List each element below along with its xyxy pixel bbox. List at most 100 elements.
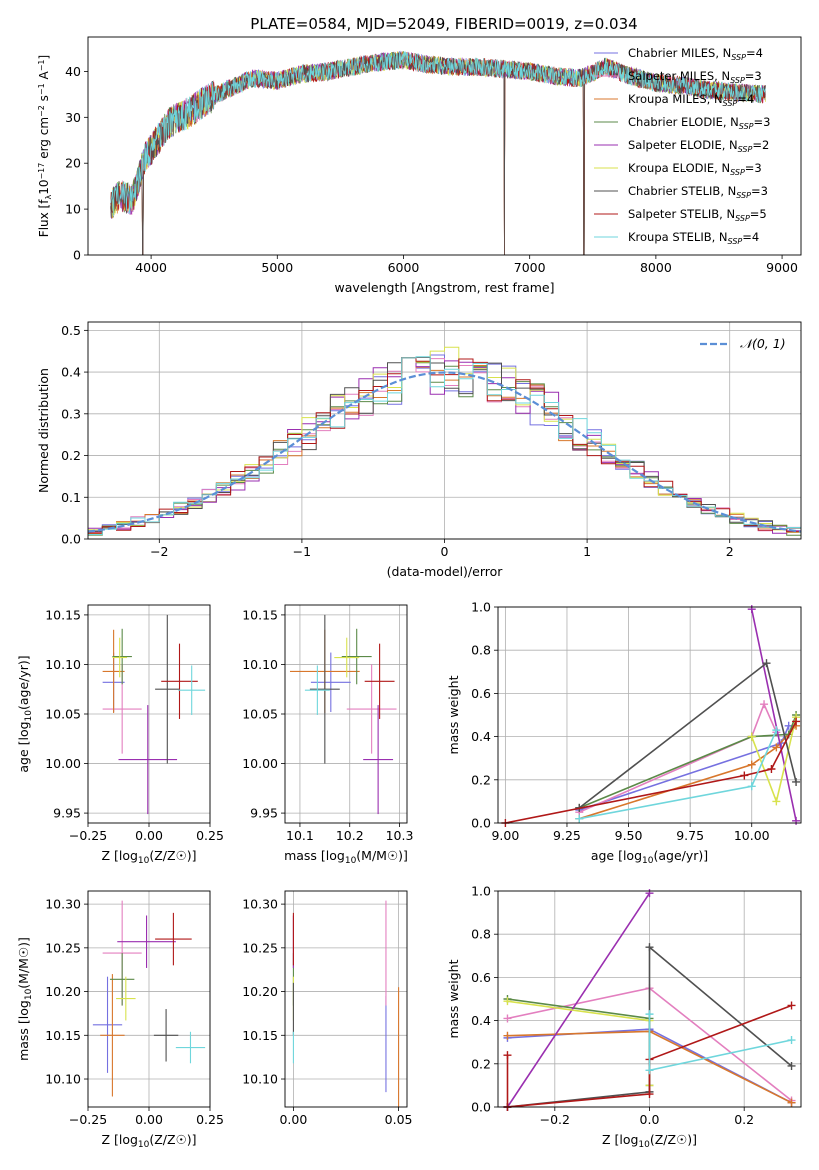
y-axis-label-text: mass weight bbox=[446, 675, 461, 754]
y-tick-label: 10.10 bbox=[45, 1072, 81, 1087]
y-axis-label-part: ] bbox=[37, 55, 51, 60]
mass-vs-ebv-panel: 0.00 0.05 10.10 10.15 10.20 10.25 10.30 bbox=[242, 890, 413, 1127]
weight-marker bbox=[747, 782, 756, 791]
y-tick-label: 10.30 bbox=[242, 897, 278, 912]
legend-entry-sub: SSP bbox=[730, 168, 745, 177]
legend-entry-text: Salpeter STELIB, N bbox=[628, 207, 735, 221]
x-tick-label: 10.1 bbox=[286, 828, 314, 843]
x-axis-label-tail: (M/M☉)] bbox=[356, 848, 408, 863]
legend-entry-post: =3 bbox=[754, 115, 771, 129]
y-tick-label: 1.0 bbox=[471, 600, 491, 615]
weight-marker bbox=[645, 943, 654, 952]
y-tick-label: 0.4 bbox=[61, 365, 81, 380]
legend-entry-text: Salpeter MILES, N bbox=[628, 69, 730, 83]
axes-frame bbox=[87, 604, 211, 824]
residuals-panel: −2 −1 0 1 2 0.0 0.1 0.2 0.3 0.4 0.5 𝒩(0, 1) (data-mo… bbox=[36, 321, 802, 579]
x-tick-label: 5000 bbox=[261, 260, 293, 275]
legend-entry: Salpeter MILES, NSSP=3 bbox=[628, 69, 762, 85]
x-axis-label: Z [log10(Z/Z☉)] bbox=[602, 1132, 697, 1150]
x-tick-label: 8000 bbox=[640, 260, 672, 275]
y-tick-label: 0.0 bbox=[471, 816, 491, 831]
x-tick-label: 0.00 bbox=[135, 828, 163, 843]
weight-marker bbox=[645, 1010, 654, 1019]
weight-line bbox=[750, 609, 797, 821]
y-tick-label: 0 bbox=[73, 248, 81, 263]
weight-marker bbox=[760, 700, 769, 709]
x-axis-label-text: Z [log bbox=[101, 848, 137, 863]
x-axis-label-text: (data-model)/error bbox=[387, 564, 504, 579]
x-axis-label: mass [log10(M/M☉)] bbox=[284, 848, 408, 866]
x-axis-label-sub: 10 bbox=[138, 1140, 150, 1150]
legend-entry-post: =5 bbox=[750, 207, 767, 221]
x-tick-label: −0.25 bbox=[69, 828, 107, 843]
y-axis-label-part: 10 bbox=[37, 180, 51, 195]
y-tick-label: 0.8 bbox=[471, 643, 491, 658]
legend-entry: Chabrier STELIB, NSSP=3 bbox=[628, 184, 768, 200]
y-axis-label-tail: (M/M☉)] bbox=[16, 937, 31, 989]
axes-frame bbox=[497, 890, 802, 1108]
y-tick-label: 10.25 bbox=[45, 940, 81, 955]
x-axis-label-sub: 10 bbox=[345, 856, 357, 866]
y-tick-label: 0.4 bbox=[471, 729, 491, 744]
y-tick-label: 0.1 bbox=[61, 490, 81, 505]
x-tick-label: 1 bbox=[583, 544, 591, 559]
y-tick-label: 0.0 bbox=[471, 1100, 491, 1115]
y-tick-label: 0.2 bbox=[471, 772, 491, 787]
y-axis-label-sub: 10 bbox=[24, 988, 34, 1000]
legend-entry-post: =4 bbox=[746, 46, 763, 60]
y-axis-label-tail: (age/yr)] bbox=[16, 655, 31, 710]
legend-entry-sub: SSP bbox=[730, 76, 745, 85]
weight-line bbox=[507, 998, 651, 1086]
weight-marker bbox=[772, 726, 781, 735]
axes-frame bbox=[87, 890, 211, 1108]
axes-frame bbox=[497, 606, 802, 824]
y-tick-label: 10.00 bbox=[242, 756, 278, 771]
weight-marker bbox=[747, 605, 756, 614]
x-axis-label: Z [log10(Z/Z☉)] bbox=[101, 848, 196, 866]
weight-marker bbox=[503, 1031, 512, 1040]
x-tick-label: 10.3 bbox=[386, 828, 414, 843]
x-tick-label: −1 bbox=[293, 544, 311, 559]
y-tick-label: 1.0 bbox=[471, 884, 491, 899]
x-tick-label: 0.2 bbox=[734, 1112, 754, 1127]
y-axis-label-sub: 10 bbox=[24, 710, 34, 722]
y-tick-label: 10.15 bbox=[242, 607, 278, 622]
legend-entry-text: Kroupa STELIB, N bbox=[628, 230, 728, 244]
legend-entry-sub: SSP bbox=[723, 99, 738, 108]
x-tick-label: 9.75 bbox=[676, 828, 704, 843]
y-axis-label: mass weight bbox=[446, 959, 461, 1038]
y-tick-label: 0.4 bbox=[471, 1013, 491, 1028]
legend-entry-sub: SSP bbox=[738, 145, 753, 154]
x-tick-label: 0.25 bbox=[196, 828, 224, 843]
legend-entry: Salpeter STELIB, NSSP=5 bbox=[628, 207, 767, 223]
y-tick-label: 10.15 bbox=[45, 607, 81, 622]
y-tick-label: 10.15 bbox=[242, 1028, 278, 1043]
y-tick-label: 40 bbox=[65, 64, 81, 79]
y-axis-label-part: −17 bbox=[37, 163, 46, 180]
y-tick-label: 0.2 bbox=[61, 448, 81, 463]
weight-marker bbox=[747, 760, 756, 769]
legend-entry: 𝒩(0, 1) bbox=[740, 336, 786, 351]
weight-marker bbox=[772, 797, 781, 806]
y-axis-label-text: Flux [f bbox=[37, 199, 51, 237]
y-axis-label-text: age [log bbox=[16, 721, 31, 772]
y-tick-label: 10 bbox=[65, 202, 81, 217]
legend-entry-text: Chabrier STELIB, N bbox=[628, 184, 736, 198]
axes-frame bbox=[284, 890, 408, 1108]
weight-marker bbox=[503, 997, 512, 1006]
legend-entry-text: Chabrier MILES, N bbox=[628, 46, 731, 60]
legend-entry-post: =4 bbox=[737, 92, 754, 106]
x-axis-label-sub: 10 bbox=[642, 856, 654, 866]
x-axis-label-tail: (Z/Z☉)] bbox=[149, 1132, 196, 1147]
weight-marker bbox=[772, 743, 781, 752]
weight-marker bbox=[747, 732, 756, 741]
legend-entry: Kroupa STELIB, NSSP=4 bbox=[628, 230, 759, 246]
x-axis-label: age [log10(age/yr)] bbox=[591, 848, 708, 866]
legend-entry: Chabrier ELODIE, NSSP=3 bbox=[628, 115, 770, 131]
weight-marker bbox=[787, 1036, 796, 1045]
x-axis-label-sub: 10 bbox=[638, 1140, 650, 1150]
weight-marker bbox=[645, 889, 654, 898]
y-axis-label-part: λ bbox=[44, 195, 53, 200]
weight-marker bbox=[787, 1061, 796, 1070]
spectrum-line bbox=[110, 51, 766, 216]
